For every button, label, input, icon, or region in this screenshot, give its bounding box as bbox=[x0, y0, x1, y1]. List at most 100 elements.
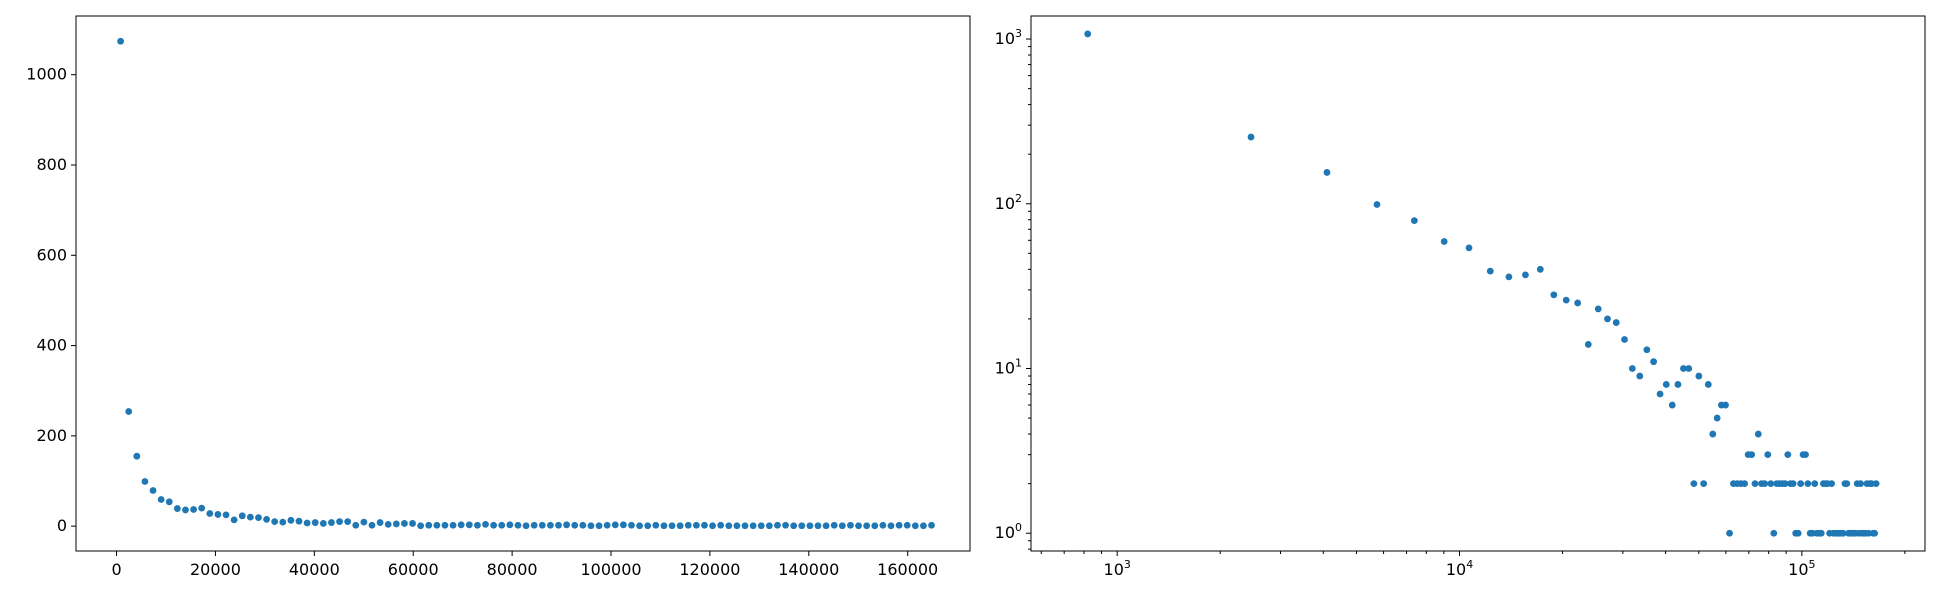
data-point bbox=[157, 496, 165, 503]
data-point bbox=[887, 522, 895, 530]
x-tick-label: 103 bbox=[1104, 558, 1131, 579]
data-point bbox=[733, 522, 741, 530]
data-point bbox=[1754, 430, 1762, 438]
data-point bbox=[1704, 381, 1712, 388]
data-point bbox=[765, 522, 773, 530]
x-tick-label: 40000 bbox=[289, 560, 340, 579]
data-point bbox=[457, 521, 465, 529]
y-tick-label: 103 bbox=[995, 27, 1022, 48]
x-tick-label: 100000 bbox=[580, 560, 641, 579]
data-point bbox=[871, 522, 879, 530]
data-point bbox=[1843, 480, 1851, 488]
y-tick-label-base: 10 bbox=[995, 194, 1015, 213]
data-point bbox=[1709, 430, 1717, 438]
x-tick-label-exponent: 3 bbox=[1124, 558, 1131, 571]
data-point bbox=[790, 522, 798, 530]
data-point bbox=[611, 521, 619, 529]
data-point bbox=[1656, 390, 1664, 398]
data-point bbox=[1797, 480, 1805, 488]
data-point bbox=[1857, 480, 1864, 488]
data-point bbox=[441, 521, 449, 529]
data-point bbox=[1636, 372, 1644, 380]
y-tick-label-base: 10 bbox=[995, 29, 1015, 48]
data-point bbox=[709, 522, 716, 530]
data-point bbox=[1465, 244, 1473, 252]
data-point bbox=[1804, 480, 1812, 488]
data-point bbox=[311, 519, 319, 526]
data-point bbox=[506, 521, 514, 529]
data-point bbox=[271, 518, 279, 526]
data-point bbox=[1713, 414, 1721, 422]
data-point bbox=[1871, 529, 1879, 537]
x-tick-label-base: 10 bbox=[1446, 560, 1466, 579]
data-point bbox=[522, 522, 530, 530]
data-point bbox=[474, 521, 481, 529]
data-point bbox=[676, 522, 684, 530]
data-point bbox=[417, 522, 425, 530]
data-point bbox=[1440, 238, 1448, 245]
data-point bbox=[1695, 372, 1703, 380]
x-tick-label-base: 10 bbox=[1788, 560, 1808, 579]
data-point bbox=[449, 521, 457, 529]
data-point bbox=[903, 521, 911, 529]
y-tick-label: 101 bbox=[995, 356, 1022, 377]
plot-frame bbox=[1030, 15, 1926, 552]
data-point bbox=[628, 521, 635, 529]
data-point bbox=[214, 511, 222, 518]
y-tick-label-exponent: 1 bbox=[1015, 356, 1022, 369]
data-point bbox=[263, 515, 270, 523]
data-point bbox=[1643, 346, 1651, 354]
data-point bbox=[684, 521, 692, 529]
data-point bbox=[879, 521, 887, 529]
data-point bbox=[384, 520, 392, 528]
data-point bbox=[1748, 451, 1756, 459]
data-point bbox=[1789, 480, 1797, 488]
data-point bbox=[1536, 265, 1544, 273]
data-point bbox=[230, 516, 238, 524]
y-tick-label: 800 bbox=[36, 155, 67, 174]
x-tick-label: 60000 bbox=[388, 560, 439, 579]
data-point bbox=[749, 522, 757, 530]
data-point bbox=[279, 518, 287, 526]
data-point bbox=[498, 521, 506, 529]
data-point bbox=[149, 487, 157, 494]
data-point bbox=[895, 521, 903, 529]
data-point bbox=[1084, 30, 1092, 38]
x-tick-label: 105 bbox=[1788, 558, 1815, 579]
data-point bbox=[255, 514, 262, 521]
data-point bbox=[1621, 336, 1628, 343]
x-tick-label: 80000 bbox=[487, 560, 538, 579]
data-point bbox=[579, 521, 587, 529]
data-point bbox=[668, 522, 676, 530]
y-tick-label: 200 bbox=[36, 426, 67, 445]
data-point bbox=[141, 478, 149, 485]
data-point bbox=[117, 37, 125, 45]
data-point bbox=[863, 522, 871, 530]
y-tick-label-exponent: 3 bbox=[1015, 27, 1022, 40]
data-point bbox=[246, 513, 254, 521]
data-point bbox=[133, 452, 141, 460]
data-point bbox=[1770, 529, 1778, 537]
data-point bbox=[1562, 296, 1570, 304]
data-point bbox=[1817, 529, 1825, 537]
data-point bbox=[1794, 529, 1802, 537]
x-tick-label: 140000 bbox=[778, 560, 839, 579]
data-point bbox=[344, 518, 352, 526]
y-tick-label-exponent: 0 bbox=[1015, 521, 1022, 534]
data-point bbox=[319, 520, 327, 527]
data-point bbox=[1650, 358, 1658, 366]
data-point bbox=[352, 521, 360, 529]
data-point bbox=[1604, 315, 1611, 323]
data-point bbox=[692, 521, 700, 529]
data-point bbox=[847, 521, 854, 529]
data-point bbox=[392, 520, 400, 528]
data-point bbox=[595, 522, 603, 530]
data-point bbox=[1486, 267, 1494, 275]
data-point bbox=[287, 516, 295, 524]
data-point bbox=[514, 521, 522, 529]
data-point bbox=[465, 521, 473, 529]
data-point bbox=[1550, 291, 1558, 299]
y-tick-label-base: 10 bbox=[995, 358, 1015, 377]
data-point bbox=[490, 521, 498, 529]
